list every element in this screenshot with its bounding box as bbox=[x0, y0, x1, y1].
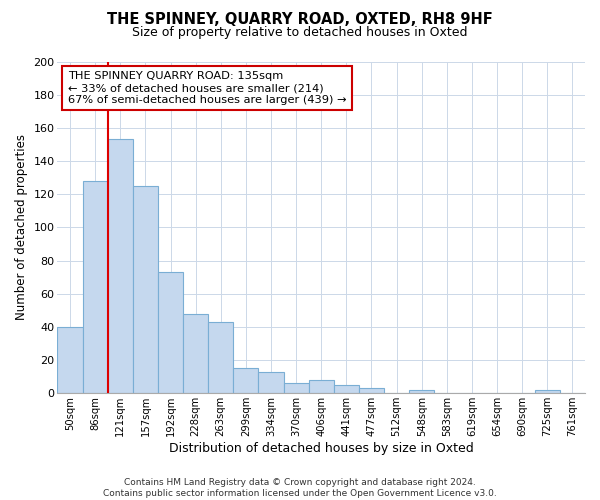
Y-axis label: Number of detached properties: Number of detached properties bbox=[15, 134, 28, 320]
Bar bbox=[535, 390, 560, 394]
Text: Size of property relative to detached houses in Oxted: Size of property relative to detached ho… bbox=[132, 26, 468, 39]
Bar bbox=[284, 384, 308, 394]
Text: THE SPINNEY, QUARRY ROAD, OXTED, RH8 9HF: THE SPINNEY, QUARRY ROAD, OXTED, RH8 9HF bbox=[107, 12, 493, 28]
X-axis label: Distribution of detached houses by size in Oxted: Distribution of detached houses by size … bbox=[169, 442, 473, 455]
Bar bbox=[334, 385, 359, 394]
Bar bbox=[58, 327, 83, 394]
Bar bbox=[108, 140, 133, 394]
Bar bbox=[158, 272, 183, 394]
Bar bbox=[83, 181, 108, 394]
Bar bbox=[233, 368, 259, 394]
Bar bbox=[208, 322, 233, 394]
Text: THE SPINNEY QUARRY ROAD: 135sqm
← 33% of detached houses are smaller (214)
67% o: THE SPINNEY QUARRY ROAD: 135sqm ← 33% of… bbox=[68, 72, 347, 104]
Bar bbox=[359, 388, 384, 394]
Text: Contains HM Land Registry data © Crown copyright and database right 2024.
Contai: Contains HM Land Registry data © Crown c… bbox=[103, 478, 497, 498]
Bar bbox=[133, 186, 158, 394]
Bar bbox=[308, 380, 334, 394]
Bar bbox=[259, 372, 284, 394]
Bar bbox=[409, 390, 434, 394]
Bar bbox=[183, 314, 208, 394]
